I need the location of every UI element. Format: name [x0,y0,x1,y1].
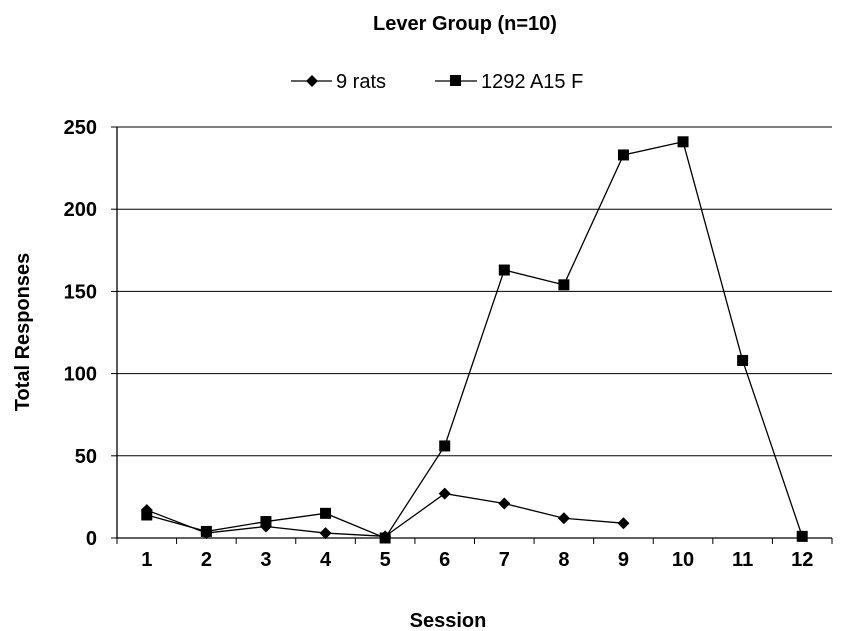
y-tick-label: 0 [86,528,97,550]
data-point-9-rats [498,497,511,510]
data-point-1292-a15-f [617,149,629,161]
legend: 9 rats 1292 A15 F [291,71,583,93]
x-tick-label: 9 [618,549,629,571]
x-tick-label: 4 [320,549,332,571]
x-tick-labels: 1 2 3 4 5 6 7 8 9 10 11 12 [141,549,813,571]
y-axis-label: Total Responses [12,253,34,412]
y-tick-labels: 0 50 100 150 200 250 [64,117,97,550]
y-tick-label: 250 [64,117,97,139]
y-tick-label: 200 [64,199,97,221]
x-tick-label: 10 [672,549,694,571]
x-tick-label: 3 [260,549,271,571]
gridlines [111,126,832,539]
data-point-1292-a15-f [320,507,332,519]
data-point-1292-a15-f [260,516,272,528]
data-point-1292-a15-f [141,509,153,521]
legend-marker-diamond [306,75,318,87]
data-point-1292-a15-f [498,264,510,276]
x-tick-label: 11 [732,549,753,571]
data-point-9-rats [438,487,451,500]
legend-item-9-rats: 9 rats [291,71,386,93]
y-tick-label: 100 [64,364,97,386]
x-tick-label: 1 [141,549,152,571]
series-lines [140,136,808,544]
x-axis-label: Session [410,610,487,631]
x-tick-label: 2 [201,549,212,571]
x-tick-label: 6 [439,549,450,571]
y-tick-label: 50 [75,446,97,468]
y-tick-label: 150 [64,281,97,303]
data-point-1292-a15-f [200,525,212,537]
legend-item-1292-a15-f: 1292 A15 F [435,71,583,93]
data-point-9-rats [319,527,332,540]
legend-label-9-rats: 9 rats [336,71,386,93]
legend-label-1292-a15-f: 1292 A15 F [481,71,583,93]
x-tick-label: 12 [791,549,813,571]
data-point-1292-a15-f [379,532,391,544]
chart-title: Lever Group (n=10) [373,13,557,35]
x-tick-label: 7 [499,549,510,571]
data-point-1292-a15-f [677,136,689,148]
legend-marker-square [450,75,461,86]
data-point-1292-a15-f [796,530,808,542]
data-point-9-rats [557,512,570,525]
data-point-1292-a15-f [439,440,451,452]
data-point-1292-a15-f [737,354,749,366]
data-point-9-rats [617,517,630,530]
series-line-1292-a15-f [146,141,803,539]
data-point-1292-a15-f [558,279,570,291]
x-tick-label: 8 [558,549,569,571]
axes [116,127,833,544]
x-tick-label: 5 [380,549,391,571]
